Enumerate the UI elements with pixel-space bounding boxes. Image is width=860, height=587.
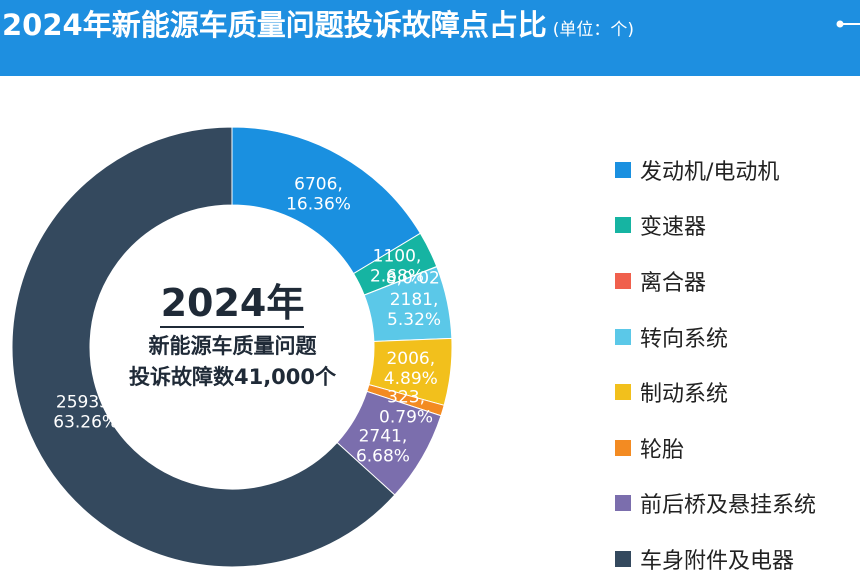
legend-swatch [615,217,631,234]
legend: 发动机/电动机 变速器离合器转向系统制动系统轮胎前后桥及悬挂系统 车身附件及电器 [615,142,860,587]
slice-label-3: 8,0.02% [386,269,456,289]
legend-swatch [615,550,631,567]
header-bar: 2024年新能源车质量问题投诉故障点占比 (单位：个) [0,0,860,76]
center-year: 2024年 [160,281,305,325]
legend-item: 制动系统 [615,364,860,420]
legend-item: 发动机/电动机 [615,142,860,198]
unit-label: (单位：个) [552,20,634,40]
slice-label-5: 2006, 4.89% [384,349,438,389]
donut-chart: 6706, 16.36% 1100, 2.68%8,0.02%2181, 5.32% 20… [11,126,456,568]
slice-label-7: 2741, 6.68% [356,427,410,467]
legend-swatch [615,161,631,178]
legend-swatch [615,439,631,456]
donut-slice-8 [11,126,396,568]
legend-label: 转向系统 [640,326,729,352]
slice-label-6: 323, 0.79% [379,388,433,428]
center-subtitle: 新能源车质量问题 [148,334,317,358]
legend-label: 离合器 [640,270,707,296]
legend-label: 制动系统 [640,382,729,408]
legend-item: 离合器 [615,253,860,309]
legend-swatch [615,328,631,345]
slice-label-4: 2181, 5.32% [387,290,441,330]
slice-label-8: 25935, 63.26% [53,393,118,433]
legend-item: 变速器 [615,198,860,254]
slice-label-2: 1100, 2.68% [370,247,424,287]
chart-title-text: 2024年新能源车质量问题投诉故障点占比 [2,8,547,42]
legend-swatch [615,272,631,289]
legend-item: 车身附件及电器 [615,531,860,587]
legend-item: 前后桥及悬挂系统 [615,476,860,532]
legend-item: 转向系统 [615,309,860,365]
slice-label-1: 6706, 16.36% [286,175,351,215]
legend-item: 轮胎 [615,420,860,476]
pin-icon [836,20,860,28]
legend-swatch [615,495,631,512]
legend-label: 车身附件及电器 [640,548,795,574]
legend-label: 变速器 [640,215,707,241]
legend-label: 发动机/电动机 [640,159,780,185]
legend-label: 前后桥及悬挂系统 [640,493,817,519]
legend-label: 轮胎 [640,437,685,463]
chart-title: 2024年新能源车质量问题投诉故障点占比 (单位：个) [0,0,634,50]
center-divider [160,326,304,328]
legend-swatch [615,384,631,401]
center-total: 投诉故障数41,000个 [128,365,337,389]
